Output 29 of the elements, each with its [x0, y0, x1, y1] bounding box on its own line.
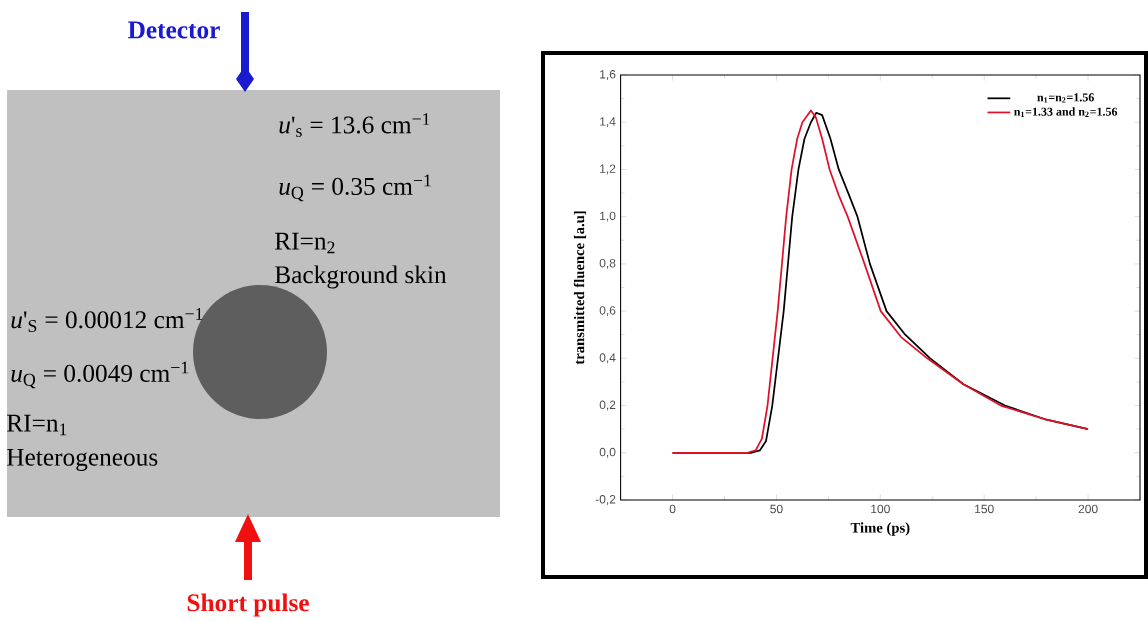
y-tick-label: 0,0	[599, 447, 616, 458]
text: RI=n$_{1}$	[7, 414, 67, 436]
text: u$_{Q}$ = 0.35 cm$^{−1}$	[279, 174, 431, 202]
y-axis-title: transmitted fluence [a.u]	[573, 211, 587, 365]
text: u'$_{s}$ = 13.6 cm$^{−1}$	[279, 113, 430, 137]
y-tick-label: 1,6	[600, 70, 616, 80]
text: Background skin	[275, 265, 447, 289]
text: u'$_{S}$ = 0.00012 cm$^{−1}$	[11, 307, 203, 333]
y-tick-label: 0,8	[599, 258, 616, 269]
y-tick-label: 1,4	[600, 117, 616, 128]
text: RI=n$_{2}$	[275, 232, 335, 254]
x-tick-label: 0	[669, 504, 676, 514]
legend-label: n$_{1}$=1.33 and n$_{2}$=1.56	[1014, 107, 1118, 117]
x-tick-label: 100	[871, 504, 890, 514]
x-tick-label: 150	[975, 504, 994, 514]
text: Detector	[128, 21, 220, 39]
y-tick-label: 0,6	[599, 306, 616, 317]
x-axis-title: Time (ps)	[850, 522, 910, 536]
text: Heterogeneous	[7, 448, 158, 472]
y-tick-label: 1,0	[600, 211, 616, 222]
x-tick-label: 200	[1078, 504, 1098, 514]
legend-label: n$_{1}$=n$_{2}$=1.56	[1037, 93, 1094, 103]
y-tick-label: -0,2	[595, 495, 616, 505]
y-tick-label: 0,2	[599, 400, 616, 411]
y-tick-label: 0,4	[599, 353, 616, 364]
y-tick-label: 1,2	[600, 164, 616, 175]
text: Short pulse	[187, 593, 309, 617]
x-tick-label: 50	[770, 504, 783, 514]
text: u$_{Q}$ = 0.0049 cm$^{−1}$	[11, 361, 189, 389]
